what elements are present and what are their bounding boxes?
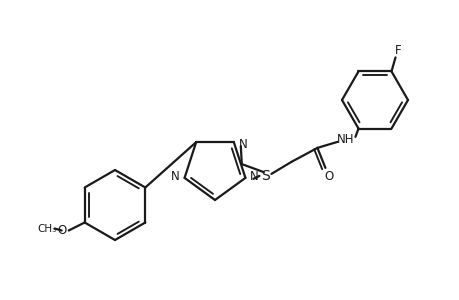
Text: N: N: [171, 170, 179, 183]
Text: F: F: [394, 44, 401, 57]
Text: O: O: [57, 224, 66, 237]
Text: S: S: [261, 169, 269, 183]
Text: N: N: [238, 138, 246, 151]
Text: O: O: [324, 170, 333, 183]
Text: NH: NH: [336, 134, 353, 146]
Text: CH₃: CH₃: [37, 224, 56, 233]
Text: N: N: [250, 170, 258, 183]
